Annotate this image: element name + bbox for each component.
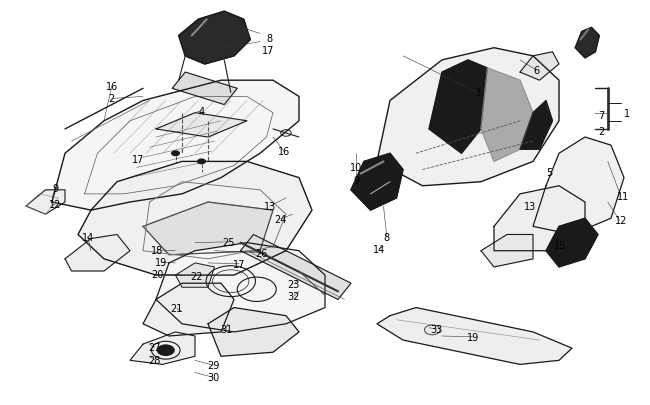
- Polygon shape: [78, 162, 312, 275]
- Polygon shape: [65, 235, 130, 271]
- Text: 13: 13: [264, 202, 276, 211]
- Text: 17: 17: [261, 46, 274, 55]
- Text: 31: 31: [220, 324, 232, 334]
- Text: 19: 19: [467, 332, 479, 342]
- Polygon shape: [179, 12, 250, 65]
- Polygon shape: [481, 69, 533, 162]
- Text: 11: 11: [617, 192, 629, 201]
- Text: 14: 14: [82, 232, 94, 242]
- Polygon shape: [351, 154, 403, 211]
- Text: 2: 2: [109, 94, 115, 104]
- Circle shape: [172, 151, 179, 156]
- Text: 16: 16: [278, 147, 290, 157]
- Polygon shape: [26, 190, 65, 215]
- Text: 29: 29: [207, 360, 220, 370]
- Polygon shape: [546, 219, 598, 267]
- Text: 28: 28: [148, 355, 161, 364]
- Text: 25: 25: [222, 237, 235, 247]
- Text: 12: 12: [614, 216, 627, 226]
- Polygon shape: [156, 243, 325, 332]
- Polygon shape: [176, 263, 214, 288]
- Text: 8: 8: [384, 232, 390, 242]
- Text: 18: 18: [151, 245, 163, 255]
- Text: 2: 2: [598, 127, 604, 136]
- Polygon shape: [240, 235, 351, 300]
- Text: 6: 6: [533, 66, 540, 76]
- Polygon shape: [575, 28, 599, 59]
- Text: 9: 9: [52, 183, 58, 193]
- Polygon shape: [143, 202, 273, 255]
- Polygon shape: [520, 101, 552, 150]
- Polygon shape: [494, 186, 585, 251]
- Text: 3: 3: [474, 88, 481, 98]
- Text: 12: 12: [49, 200, 62, 209]
- Text: 5: 5: [546, 167, 552, 177]
- Polygon shape: [208, 308, 299, 356]
- Polygon shape: [377, 308, 572, 364]
- Text: 16: 16: [106, 82, 118, 92]
- Text: 23: 23: [287, 279, 300, 289]
- Text: 9: 9: [353, 175, 359, 185]
- Text: 32: 32: [287, 292, 300, 301]
- Text: 19: 19: [155, 258, 167, 267]
- Polygon shape: [130, 332, 195, 364]
- Text: 33: 33: [431, 324, 443, 334]
- Polygon shape: [429, 61, 488, 154]
- Text: 20: 20: [151, 270, 164, 279]
- Circle shape: [198, 160, 205, 164]
- Text: 24: 24: [274, 215, 287, 224]
- Text: 30: 30: [207, 373, 219, 382]
- Polygon shape: [377, 49, 559, 186]
- Text: 14: 14: [373, 244, 385, 254]
- Text: 17: 17: [233, 259, 246, 269]
- Polygon shape: [156, 113, 247, 138]
- Circle shape: [157, 345, 174, 356]
- Text: 15: 15: [554, 240, 567, 250]
- Text: 27: 27: [148, 343, 161, 352]
- Text: 7: 7: [598, 111, 604, 120]
- Text: 22: 22: [190, 271, 203, 281]
- Polygon shape: [520, 53, 559, 81]
- Text: 8: 8: [266, 34, 273, 43]
- Text: 4: 4: [198, 107, 205, 116]
- Text: 1: 1: [624, 109, 630, 118]
- Text: 26: 26: [255, 248, 268, 258]
- Polygon shape: [172, 73, 237, 105]
- Polygon shape: [143, 284, 234, 336]
- Polygon shape: [481, 235, 533, 267]
- Text: 21: 21: [170, 304, 183, 313]
- Text: 17: 17: [131, 155, 144, 165]
- Text: 10: 10: [350, 163, 362, 173]
- Polygon shape: [52, 81, 299, 211]
- Polygon shape: [533, 138, 624, 235]
- Text: 13: 13: [524, 202, 536, 211]
